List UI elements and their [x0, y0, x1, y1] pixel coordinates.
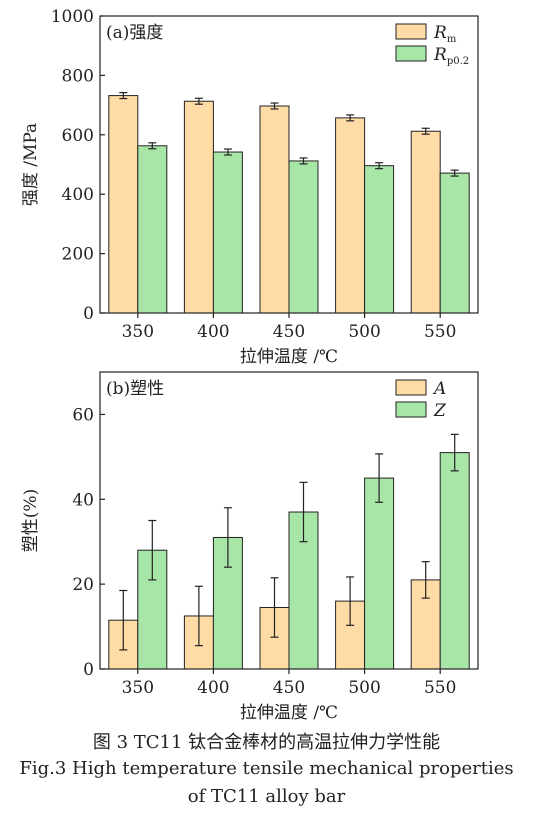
bar-series1-450: [259, 105, 290, 314]
x-tick-label: 350: [122, 678, 154, 698]
chart-panel-a-strength: 0 200 400 600 800 1000 350 400 450 500 550 拉伸温度 /℃ 强…: [21, 7, 479, 367]
y-tick-label: 1000: [51, 7, 94, 27]
x-tick-label: 500: [348, 322, 380, 342]
x-tick-label: 550: [424, 678, 456, 698]
error-bar: [119, 92, 128, 100]
x-tick-label: 500: [348, 678, 380, 698]
error-bar: [223, 148, 232, 156]
legend-label: A: [432, 379, 446, 399]
caption-english-line2: of TC11 alloy bar: [187, 786, 346, 807]
error-bar: [346, 576, 355, 626]
x-tick-label: 550: [424, 322, 456, 342]
legend-label: Z: [433, 401, 447, 421]
x-tick-label: 450: [273, 322, 305, 342]
y-tick-label: 20: [72, 575, 94, 595]
bar-series1-350: [108, 95, 139, 314]
error-bar: [148, 142, 157, 150]
y-tick-label: 0: [83, 660, 94, 680]
error-bar: [270, 102, 279, 110]
x-axis-title: 拉伸温度 /℃: [240, 347, 338, 367]
y-tick-label: 400: [62, 185, 94, 205]
bar-series2-450: [288, 160, 319, 314]
y-tick-label: 60: [72, 405, 94, 425]
bar-series1-400: [183, 100, 214, 314]
y-axis-title: 强度 /MPa: [21, 123, 41, 206]
legend-label: Rp0.2: [433, 45, 469, 67]
legend-swatch: [395, 379, 427, 396]
panel-label: (a)强度: [106, 23, 163, 43]
bar-series2-500: [364, 477, 395, 670]
error-bar: [346, 114, 355, 122]
legend-swatch: [395, 23, 427, 40]
error-bar: [223, 507, 232, 568]
chart-panel-b-plasticity: 0 20 40 60 350 400 450 500 550 拉伸温度 /℃ 塑性(%) (b)塑性 A…: [21, 371, 479, 723]
bar-series2-400: [212, 151, 243, 314]
x-tick-label: 450: [273, 678, 305, 698]
legend: AZ: [395, 379, 447, 421]
y-axis-title: 塑性(%): [21, 489, 41, 552]
y-tick-label: 600: [62, 126, 94, 146]
error-bar: [375, 453, 384, 503]
bar-series1-500: [335, 117, 366, 314]
error-bar: [450, 169, 459, 177]
bar-series2-500: [364, 165, 395, 314]
error-bar: [299, 157, 308, 165]
bar-series1-550: [410, 130, 441, 314]
error-bar: [270, 577, 279, 638]
x-tick-label: 400: [197, 322, 229, 342]
bar-series2-550: [439, 452, 470, 670]
x-tick-label: 400: [197, 678, 229, 698]
x-axis-title: 拉伸温度 /℃: [240, 703, 338, 723]
error-bar: [450, 433, 459, 472]
panel-label: (b)塑性: [106, 379, 164, 399]
error-bar: [421, 127, 430, 135]
legend-swatch: [395, 45, 427, 62]
x-tick-label: 350: [122, 322, 154, 342]
error-bar: [119, 589, 128, 651]
legend-label: Rm: [433, 23, 457, 45]
error-bar: [421, 561, 430, 599]
y-tick-label: 200: [62, 245, 94, 265]
bar-series2-350: [137, 145, 168, 314]
error-bar: [148, 519, 157, 581]
error-bar: [194, 97, 203, 105]
y-tick-label: 800: [62, 66, 94, 86]
caption-chinese: 图 3 TC11 钛合金棒材的高温拉伸力学性能: [92, 732, 441, 753]
error-bar: [194, 585, 203, 647]
bar-series2-550: [439, 172, 470, 314]
y-tick-label: 40: [72, 490, 94, 510]
error-bar: [375, 162, 384, 170]
y-tick-label: 0: [83, 304, 94, 324]
legend-swatch: [395, 401, 427, 418]
caption-english-line1: Fig.3 High temperature tensile mechanica…: [19, 758, 514, 779]
error-bar: [299, 481, 308, 543]
